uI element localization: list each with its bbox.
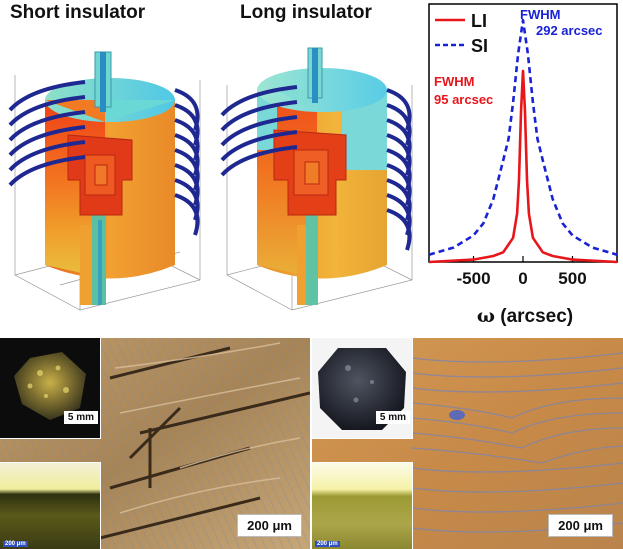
series-line-si bbox=[428, 18, 618, 256]
si-inset-scale: 5 mm bbox=[375, 411, 410, 424]
x-axis-label: ω (arcsec) bbox=[477, 305, 573, 327]
chart-legend: LI SI bbox=[435, 11, 488, 56]
rocking-curve-chart: -500 0 500 LI SI FWHM 292 arcsec FWHM 95 a… bbox=[428, 3, 618, 327]
si-main-scale: 200 μm bbox=[548, 514, 613, 537]
li-crystal-photo: 5 mm bbox=[0, 338, 101, 439]
li-inset-scale: 5 mm bbox=[63, 411, 98, 424]
long-insulator-title: Long insulator bbox=[240, 2, 372, 23]
annotation-li-label: FWHM bbox=[434, 74, 474, 89]
annotation-li-value: 95 arcsec bbox=[434, 92, 493, 107]
si-crystal-drawing bbox=[318, 348, 406, 430]
annotation-si-label: FWHM bbox=[520, 7, 560, 22]
furnace-models-panel: Short insulator Long insulator bbox=[0, 0, 425, 330]
x-axis-unit-open: ( bbox=[495, 306, 507, 327]
plot-frame bbox=[428, 3, 618, 263]
si-cross-section: 200 μm bbox=[312, 462, 413, 549]
x-tick-label: -500 bbox=[457, 269, 491, 288]
series-line-li bbox=[428, 69, 618, 264]
li-crystal-drawing bbox=[14, 352, 86, 420]
x-axis-symbol: ω bbox=[477, 305, 495, 327]
short-insulator-title: Short insulator bbox=[10, 2, 146, 23]
short-insulator-model bbox=[8, 51, 201, 311]
li-main-scale: 200 μm bbox=[237, 514, 302, 537]
x-axis-unit: arcsec bbox=[507, 306, 568, 327]
si-crystal-photo: 5 mm bbox=[312, 338, 413, 439]
x-tick-label: 0 bbox=[518, 269, 527, 288]
x-axis-unit-close: ) bbox=[567, 306, 573, 327]
legend-label-si: SI bbox=[471, 36, 488, 56]
long-insulator-model bbox=[220, 47, 413, 311]
annotation-si-value: 292 arcsec bbox=[536, 23, 603, 38]
li-cross-section: 200 μm bbox=[0, 462, 101, 549]
si-micrograph-panel: 5 mm 200 μm 200 μm bbox=[312, 338, 623, 549]
x-tick-label: 500 bbox=[558, 269, 586, 288]
li-tiny-scale: 200 μm bbox=[3, 541, 28, 547]
li-micrograph-panel: 5 mm 200 μm 200 μm bbox=[0, 338, 310, 549]
si-tiny-scale: 200 μm bbox=[315, 541, 340, 547]
legend-label-li: LI bbox=[471, 11, 487, 31]
